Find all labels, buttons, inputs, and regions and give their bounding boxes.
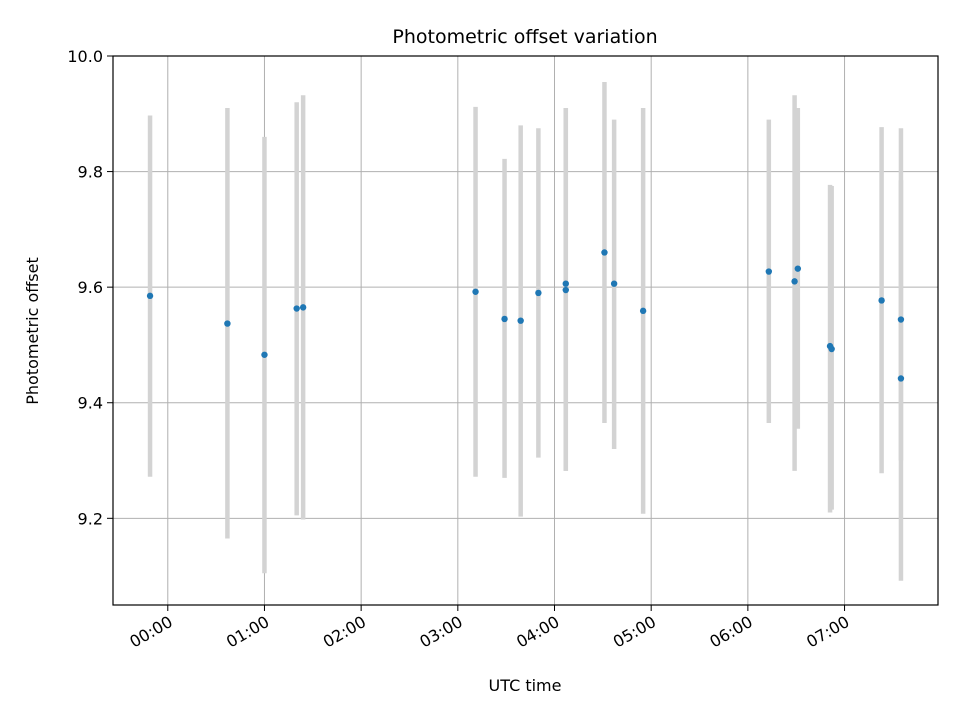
data-point	[224, 320, 231, 327]
chart-title: Photometric offset variation	[392, 26, 657, 48]
data-point	[610, 280, 618, 287]
data-point	[501, 315, 508, 323]
data-point	[878, 297, 885, 304]
y-tick-label: 9.6	[78, 278, 103, 297]
data-point	[765, 268, 773, 275]
data-point	[535, 289, 542, 297]
data-point	[562, 286, 569, 294]
y-axis-ticks: 9.2 9.4 9.6 9.8 10.0	[67, 47, 113, 528]
data-point	[897, 316, 905, 323]
y-tick-label: 9.8	[78, 163, 103, 182]
y-tick-label: 9.2	[78, 509, 103, 528]
y-axis-label: Photometric offset	[23, 257, 42, 405]
data-point	[897, 375, 905, 382]
data-point	[601, 249, 608, 256]
data-point	[639, 307, 647, 315]
data-point	[828, 345, 835, 353]
data-point	[562, 280, 569, 287]
plot-frame	[112, 55, 939, 606]
data-point	[791, 278, 798, 285]
y-tick-label: 10.0	[67, 47, 103, 66]
data-point	[517, 317, 524, 324]
x-axis-label: UTC time	[489, 676, 562, 695]
data-point	[261, 351, 268, 358]
data-point	[146, 292, 154, 300]
data-point	[299, 304, 307, 311]
data-point	[293, 305, 300, 312]
data-point	[472, 288, 479, 295]
data-point	[794, 265, 802, 272]
data-points	[146, 249, 905, 382]
y-tick-label: 9.4	[78, 394, 103, 413]
